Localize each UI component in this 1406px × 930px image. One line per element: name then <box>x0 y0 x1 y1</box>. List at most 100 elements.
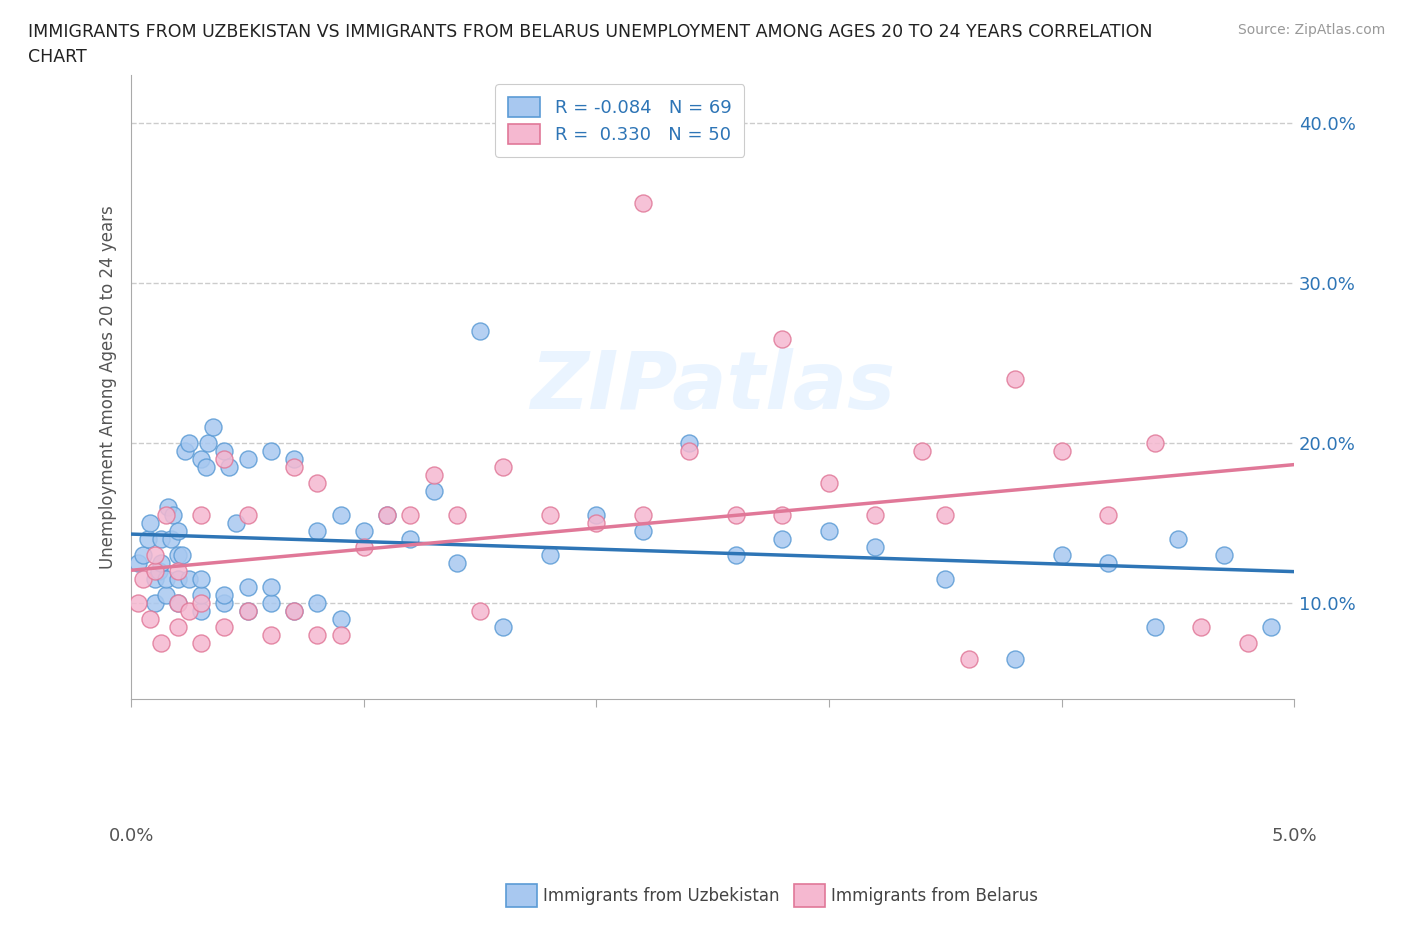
Point <box>166 595 188 610</box>
Point <box>1236 635 1258 650</box>
Point <box>329 628 352 643</box>
Point <box>179 436 201 451</box>
Point <box>585 515 607 530</box>
Point <box>307 595 329 610</box>
Point <box>190 452 212 467</box>
Point <box>818 475 841 490</box>
Point <box>772 508 794 523</box>
Point <box>214 595 236 610</box>
Point <box>214 619 236 634</box>
Point <box>166 564 188 578</box>
Point <box>446 555 468 570</box>
Point <box>1097 508 1119 523</box>
Point <box>538 548 561 563</box>
Point <box>631 508 654 523</box>
Point <box>1050 548 1073 563</box>
Point <box>585 508 607 523</box>
Point <box>155 588 177 603</box>
Point <box>166 524 188 538</box>
Point <box>1097 555 1119 570</box>
Text: 0.0%: 0.0% <box>108 827 153 844</box>
Point <box>678 444 700 458</box>
Point <box>934 572 956 587</box>
Point <box>143 548 166 563</box>
Text: Immigrants from Belarus: Immigrants from Belarus <box>831 886 1038 905</box>
Point <box>236 452 259 467</box>
Point <box>422 468 444 483</box>
Point <box>375 508 398 523</box>
Point <box>260 595 283 610</box>
Point <box>157 499 180 514</box>
Point <box>218 459 240 474</box>
Point <box>911 444 934 458</box>
Point <box>283 459 305 474</box>
Point <box>166 548 188 563</box>
Point <box>446 508 468 523</box>
Point <box>865 539 887 554</box>
Point <box>283 452 305 467</box>
Text: 5.0%: 5.0% <box>1271 827 1317 844</box>
Point <box>150 635 173 650</box>
Point <box>190 595 212 610</box>
Point <box>772 332 794 347</box>
Point <box>1189 619 1212 634</box>
Point <box>631 196 654 211</box>
Point <box>329 508 352 523</box>
Point <box>236 508 259 523</box>
Point <box>772 532 794 547</box>
Text: CHART: CHART <box>28 48 87 66</box>
Text: IMMIGRANTS FROM UZBEKISTAN VS IMMIGRANTS FROM BELARUS UNEMPLOYMENT AMONG AGES 20: IMMIGRANTS FROM UZBEKISTAN VS IMMIGRANTS… <box>28 23 1153 41</box>
Point <box>399 532 422 547</box>
Point <box>724 548 747 563</box>
Point <box>166 619 188 634</box>
Point <box>934 508 956 523</box>
Point <box>307 524 329 538</box>
Point <box>1050 444 1073 458</box>
Point <box>468 324 491 339</box>
Point <box>179 572 201 587</box>
Point <box>155 508 177 523</box>
Point <box>173 444 195 458</box>
Point <box>353 524 375 538</box>
Point <box>214 452 236 467</box>
Point <box>127 595 149 610</box>
Point <box>127 555 149 570</box>
Point <box>492 459 515 474</box>
Point <box>236 604 259 618</box>
Point <box>260 579 283 594</box>
Point <box>283 604 305 618</box>
Point <box>148 564 170 578</box>
Point <box>190 572 212 587</box>
Point <box>631 524 654 538</box>
Point <box>179 604 201 618</box>
Point <box>132 548 155 563</box>
Point <box>201 419 224 434</box>
Point <box>166 572 188 587</box>
Point <box>724 508 747 523</box>
Point <box>162 508 184 523</box>
Point <box>399 508 422 523</box>
Point <box>172 548 194 563</box>
Point <box>214 588 236 603</box>
Point <box>468 604 491 618</box>
Point <box>150 532 173 547</box>
Point <box>1143 619 1166 634</box>
Point <box>214 444 236 458</box>
Point <box>139 612 162 627</box>
Point <box>307 475 329 490</box>
Point <box>236 604 259 618</box>
Point <box>1004 652 1026 667</box>
Point <box>260 444 283 458</box>
Point <box>155 572 177 587</box>
Point <box>1167 532 1189 547</box>
Y-axis label: Unemployment Among Ages 20 to 24 years: Unemployment Among Ages 20 to 24 years <box>100 206 117 569</box>
Text: Source: ZipAtlas.com: Source: ZipAtlas.com <box>1237 23 1385 37</box>
Point <box>865 508 887 523</box>
Point <box>166 595 188 610</box>
Point <box>957 652 980 667</box>
Point <box>422 484 444 498</box>
Point <box>1213 548 1236 563</box>
Point <box>190 604 212 618</box>
Point <box>538 508 561 523</box>
Point <box>197 436 219 451</box>
